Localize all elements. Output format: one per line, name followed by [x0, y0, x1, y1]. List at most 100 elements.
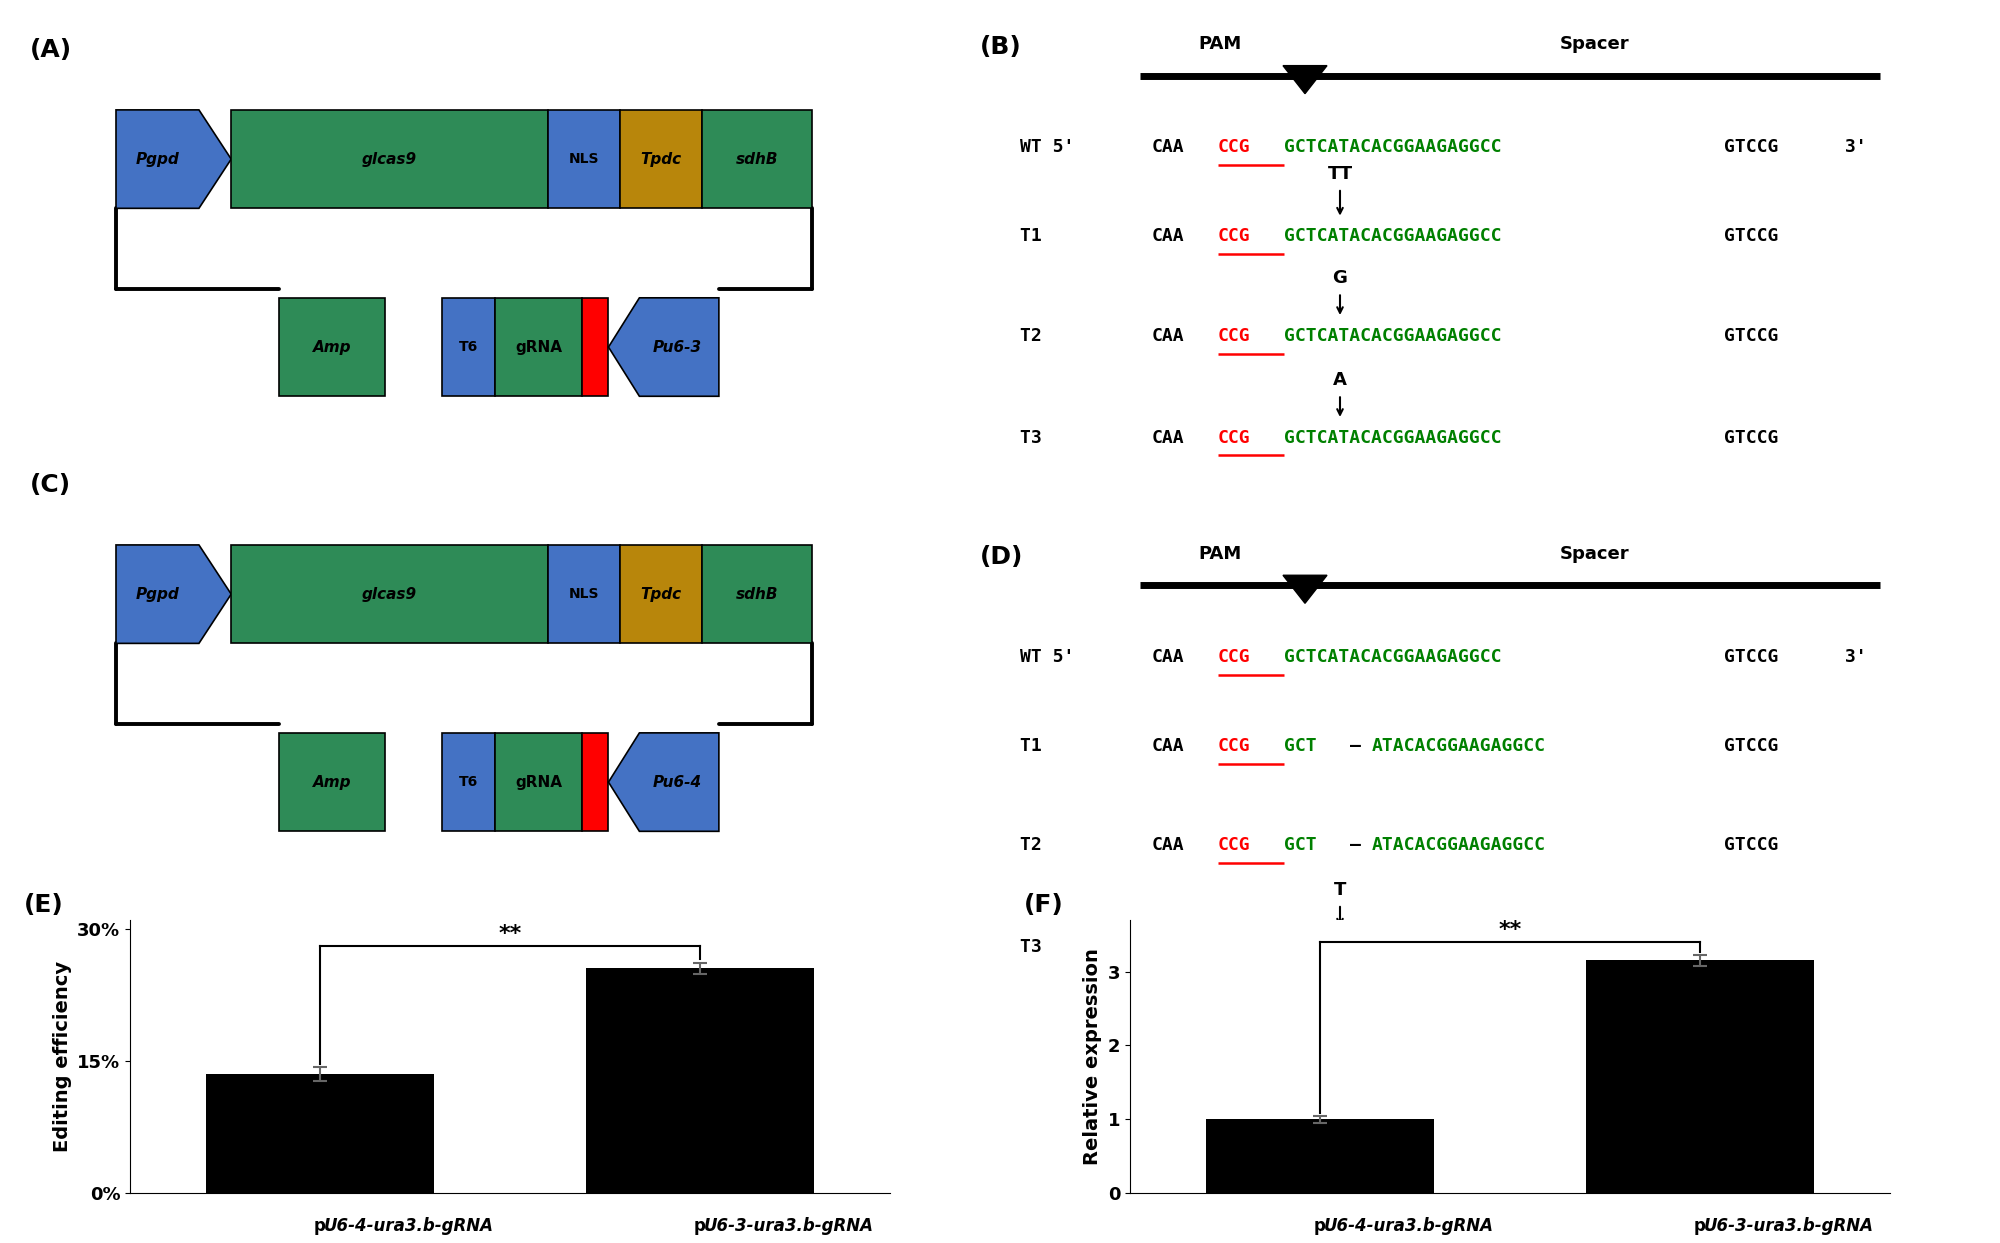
Text: sdhB: sdhB	[736, 587, 778, 602]
Text: CAA: CAA	[1152, 429, 1184, 446]
Text: CAA: CAA	[1152, 227, 1184, 245]
Text: (F): (F)	[1024, 892, 1064, 917]
Text: –: –	[1350, 737, 1360, 755]
Text: GCTCATACACGGAAGAGGCC: GCTCATACACGGAAGAGGCC	[1284, 648, 1502, 666]
FancyBboxPatch shape	[702, 109, 812, 209]
FancyBboxPatch shape	[232, 109, 548, 209]
Text: GTCCG: GTCCG	[1724, 138, 1778, 157]
Text: GCT: GCT	[1284, 737, 1316, 755]
Polygon shape	[1284, 576, 1328, 603]
Text: GTCCG: GTCCG	[1724, 938, 1778, 956]
Text: T3: T3	[1020, 429, 1086, 446]
Text: sdhB: sdhB	[736, 152, 778, 167]
Text: glcas9: glcas9	[362, 587, 418, 602]
Y-axis label: Relative expression: Relative expression	[1084, 948, 1102, 1165]
Text: **: **	[1498, 920, 1522, 940]
Text: GCTCATACACGGAAGAGGCC: GCTCATACACGGAAGAGGCC	[1284, 429, 1502, 446]
Text: PAM: PAM	[1198, 35, 1242, 53]
Text: **: **	[498, 924, 522, 943]
Text: GTCCG: GTCCG	[1724, 837, 1778, 854]
Y-axis label: Editing efficiency: Editing efficiency	[52, 961, 72, 1152]
Text: GCTCATACACGGAAGAGGCC: GCTCATACACGGAAGAGGCC	[1284, 227, 1502, 245]
Text: Pgpd: Pgpd	[136, 587, 180, 602]
Text: GTCCG: GTCCG	[1724, 227, 1778, 245]
Text: T6: T6	[460, 341, 478, 354]
Text: Spacer: Spacer	[1560, 35, 1630, 53]
Text: CAA: CAA	[1152, 737, 1184, 755]
Text: CCG: CCG	[1218, 138, 1250, 157]
Text: (C): (C)	[30, 474, 70, 497]
FancyBboxPatch shape	[442, 733, 496, 832]
Text: T2: T2	[1020, 837, 1086, 854]
Bar	[1586, 961, 1814, 1193]
Text: GTCCG: GTCCG	[1724, 327, 1778, 344]
Text: Pu6-4: Pu6-4	[652, 774, 702, 789]
Text: ATACACGGAAGAGGCC: ATACACGGAAGAGGCC	[1372, 737, 1546, 755]
FancyBboxPatch shape	[442, 298, 496, 397]
FancyBboxPatch shape	[548, 109, 620, 209]
Polygon shape	[1284, 66, 1328, 93]
Text: Tpdc: Tpdc	[640, 587, 682, 602]
Text: TT: TT	[1328, 165, 1352, 183]
Text: CCG: CCG	[1218, 837, 1250, 854]
Text: ATACACGGAAGAGGCC: ATACACGGAAGAGGCC	[1372, 837, 1546, 854]
Text: CCG: CCG	[1218, 938, 1250, 956]
FancyBboxPatch shape	[496, 298, 582, 397]
Bar	[586, 968, 814, 1193]
Text: WT 5': WT 5'	[1020, 138, 1086, 157]
Text: U6-3-ura3.b-gRNA: U6-3-ura3.b-gRNA	[1704, 1217, 1874, 1234]
Text: CAA: CAA	[1152, 648, 1184, 666]
Bar	[1206, 1120, 1434, 1193]
Text: CCG: CCG	[1218, 429, 1250, 446]
Text: glcas9: glcas9	[362, 152, 418, 167]
Text: A: A	[1334, 372, 1346, 389]
Text: NLS: NLS	[568, 152, 600, 167]
FancyBboxPatch shape	[582, 298, 608, 397]
Text: Spacer: Spacer	[1560, 544, 1630, 563]
FancyBboxPatch shape	[280, 298, 384, 397]
Text: Pgpd: Pgpd	[136, 152, 180, 167]
FancyBboxPatch shape	[582, 733, 608, 832]
Text: T3: T3	[1020, 938, 1086, 956]
Polygon shape	[608, 298, 718, 397]
Text: CAA: CAA	[1152, 938, 1184, 956]
Text: CCG: CCG	[1218, 327, 1250, 344]
Text: (E): (E)	[24, 892, 64, 917]
Text: GTCCG: GTCCG	[1724, 648, 1778, 666]
Text: p: p	[1314, 1217, 1326, 1234]
Text: CCG: CCG	[1218, 648, 1250, 666]
Text: WT 5': WT 5'	[1020, 648, 1086, 666]
FancyBboxPatch shape	[548, 544, 620, 644]
Text: p: p	[694, 1217, 706, 1234]
Text: U6-3-ura3.b-gRNA: U6-3-ura3.b-gRNA	[704, 1217, 874, 1234]
FancyBboxPatch shape	[496, 733, 582, 832]
Text: –: –	[1350, 837, 1360, 854]
Text: (D): (D)	[980, 544, 1024, 569]
Bar	[206, 1074, 434, 1193]
Text: U6-4-ura3.b-gRNA: U6-4-ura3.b-gRNA	[324, 1217, 494, 1234]
Text: Amp: Amp	[312, 774, 352, 789]
FancyBboxPatch shape	[620, 544, 702, 644]
Text: CAA: CAA	[1152, 837, 1184, 854]
Polygon shape	[116, 109, 232, 209]
Text: GTCCG: GTCCG	[1724, 429, 1778, 446]
Text: GCTCATACACGGAAGAGGCC: GCTCATACACGGAAGAGGCC	[1284, 938, 1502, 956]
Text: 3': 3'	[1834, 138, 1866, 157]
Text: PAM: PAM	[1198, 544, 1242, 563]
Polygon shape	[116, 544, 232, 644]
FancyBboxPatch shape	[280, 733, 384, 832]
FancyBboxPatch shape	[232, 544, 548, 644]
Text: G: G	[1332, 270, 1348, 287]
Text: Pu6-3: Pu6-3	[652, 339, 702, 354]
Text: 3': 3'	[1834, 648, 1866, 666]
Text: (A): (A)	[30, 39, 72, 62]
Text: T1: T1	[1020, 227, 1086, 245]
Text: GTCCG: GTCCG	[1724, 737, 1778, 755]
Text: GCTCATACACGGAAGAGGCC: GCTCATACACGGAAGAGGCC	[1284, 138, 1502, 157]
Text: CAA: CAA	[1152, 327, 1184, 344]
Text: T: T	[1334, 881, 1346, 899]
Text: T6: T6	[460, 776, 478, 789]
FancyBboxPatch shape	[620, 109, 702, 209]
Text: p: p	[1694, 1217, 1706, 1234]
Text: (B): (B)	[980, 35, 1022, 60]
